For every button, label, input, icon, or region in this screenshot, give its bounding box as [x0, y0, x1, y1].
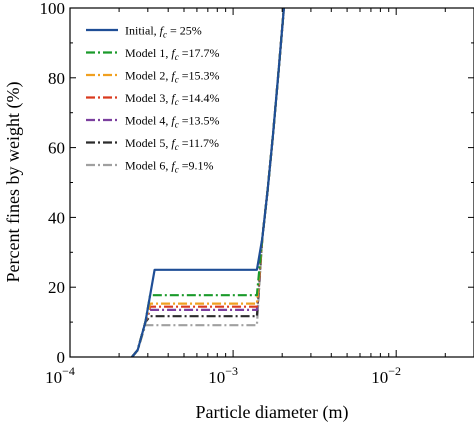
legend-item-2: Model 2, fc =15.3%: [86, 69, 219, 85]
y-tick-label-0: 0: [57, 348, 66, 367]
legend-label-1: Model 1, fc =17.7%: [125, 46, 219, 62]
legend-item-4: Model 4, fc =13.5%: [86, 114, 219, 130]
legend-item-3: Model 3, fc =14.4%: [86, 91, 219, 107]
ticks-layer: 0 20 40 60 80 100 10−4 10−3 10−2: [40, 0, 474, 387]
legend-label-4: Model 4, fc =13.5%: [125, 114, 219, 130]
y-tick-label-4: 80: [48, 69, 65, 88]
y-tick-label-2: 40: [48, 208, 65, 227]
y-tick-label-5: 100: [40, 0, 66, 18]
x-tick-label-2: 10−2: [371, 364, 401, 387]
plot-frame: [69, 7, 474, 358]
legend-item-1: Model 1, fc =17.7%: [86, 46, 219, 62]
series-line-0: [131, 8, 285, 357]
x-tick-label-1: 10−3: [208, 364, 238, 387]
series-layer: [131, 8, 285, 357]
legend-label-5: Model 5, fc =11.7%: [125, 136, 219, 152]
series-line-2: [131, 8, 285, 357]
x-tick-label-0: 10−4: [45, 364, 75, 387]
legend-label-3: Model 3, fc =14.4%: [125, 91, 219, 107]
legend-item-5: Model 5, fc =11.7%: [86, 136, 219, 152]
y-tick-label-1: 20: [48, 278, 65, 297]
legend-label-0: Initial, fc = 25%: [125, 24, 202, 40]
legend-item-0: Initial, fc = 25%: [86, 24, 202, 40]
legend-item-6: Model 6, fc =9.1%: [86, 159, 213, 175]
y-axis-label: Percent fines by weight (%): [3, 82, 24, 283]
y-tick-label-3: 60: [48, 139, 65, 158]
x-axis-label: Particle diameter (m): [196, 402, 349, 423]
legend-label-6: Model 6, fc =9.1%: [125, 159, 213, 175]
legend: Initial, fc = 25% Model 1, fc =17.7% Model…: [86, 24, 219, 175]
legend-label-2: Model 2, fc =15.3%: [125, 69, 219, 85]
